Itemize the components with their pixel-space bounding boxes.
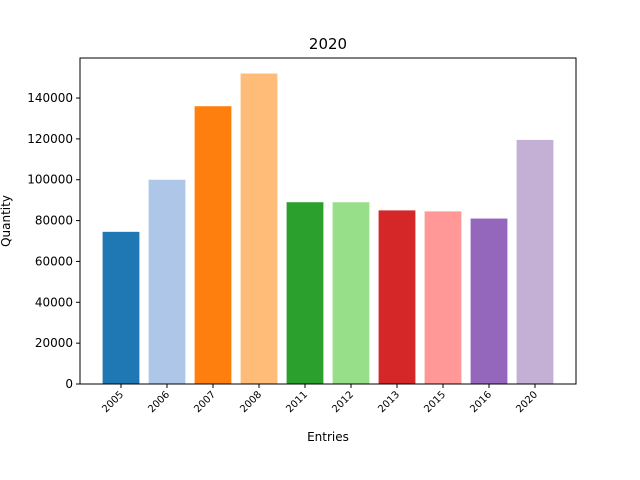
bar-2016 [470,218,508,384]
y-tick-label-80000: 80000 [35,214,73,228]
bar-2020 [516,139,554,384]
bar-2015 [424,211,462,384]
chart-title: 2020 [309,35,347,53]
y-tick-label-40000: 40000 [35,295,73,309]
bars-group [102,73,554,385]
y-tick-label-100000: 100000 [27,173,73,187]
y-tick-label-120000: 120000 [27,132,73,146]
bar-2013 [378,210,416,384]
bar-2007 [194,106,232,385]
y-tick-label-60000: 60000 [35,254,73,268]
bar-2011 [286,202,324,384]
x-axis-label: Entries [307,430,349,444]
bar-2005 [102,231,140,384]
y-tick-label-0: 0 [65,377,73,391]
bar-2006 [148,179,186,384]
bar-2008 [240,73,278,385]
y-axis-label: Quantity [0,195,13,247]
y-tick-label-20000: 20000 [35,336,73,350]
plot-frame [79,57,577,385]
y-tick-label-140000: 140000 [27,91,73,105]
bar-2012 [332,202,370,384]
y-axis: 0 20000 40000 60000 80000 100000 120000 140000 [27,91,80,391]
